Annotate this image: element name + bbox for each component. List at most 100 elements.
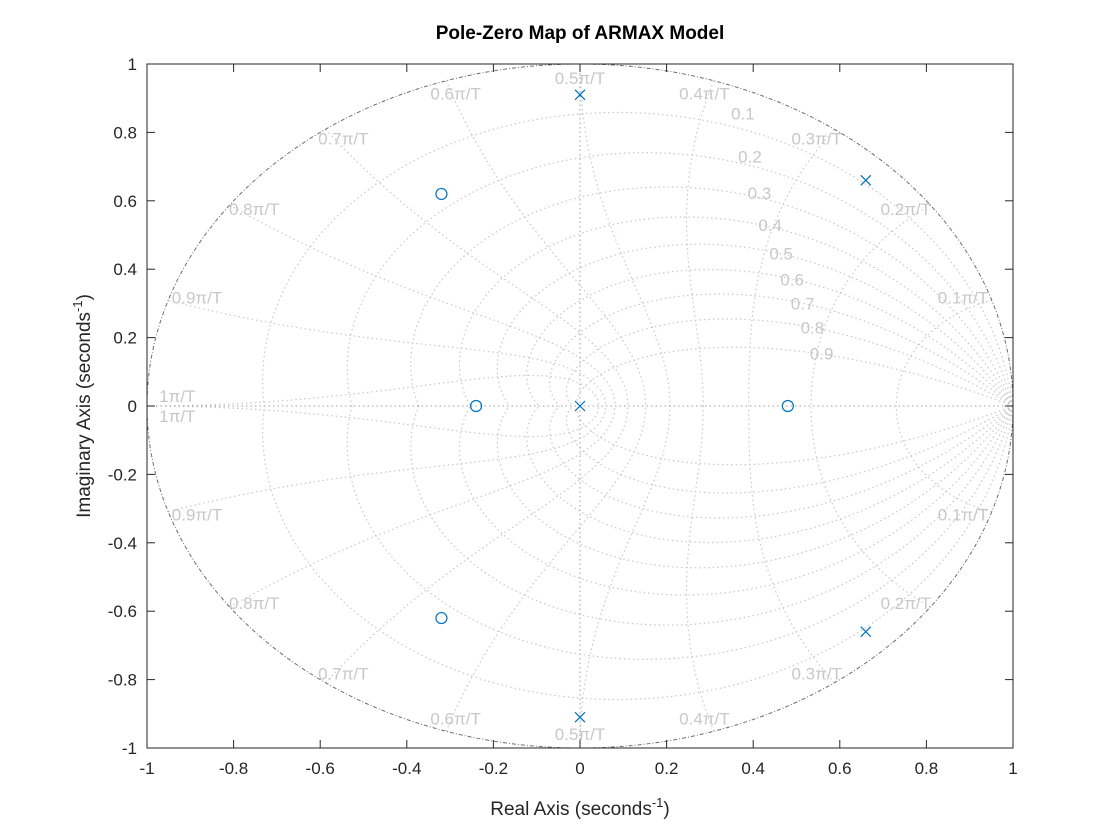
frequency-label-6-lower: 0.6π/T bbox=[430, 710, 480, 729]
frequency-curve-6-lower bbox=[445, 405, 647, 732]
x-tick-label-5: -0.2 bbox=[479, 759, 508, 778]
markers bbox=[435, 89, 872, 723]
x-tick-label-9: 0.6 bbox=[828, 759, 852, 778]
x-axis-title-sup: -1 bbox=[652, 795, 664, 810]
damping-curve-8-lower bbox=[565, 405, 1014, 494]
damping-label-4: 0.4 bbox=[758, 216, 782, 235]
y-tick-label-2: -0.8 bbox=[108, 671, 137, 690]
chart-title: Pole-Zero Map of ARMAX Model bbox=[436, 23, 725, 44]
damping-curve-9-lower bbox=[576, 405, 1014, 466]
damping-label-8: 0.8 bbox=[801, 318, 825, 337]
frequency-curve-6-upper bbox=[445, 80, 647, 407]
damping-label-3: 0.3 bbox=[748, 184, 772, 203]
damping-curve-3-lower bbox=[410, 405, 1014, 626]
frequency-curve-7-lower bbox=[325, 405, 629, 684]
damping-curve-2-lower bbox=[346, 405, 1014, 660]
frequency-label-4-upper: 0.4π/T bbox=[679, 85, 729, 104]
damping-curve-4-lower bbox=[458, 405, 1014, 596]
damping-curve-5-upper bbox=[496, 243, 1014, 407]
x-tick-label-3: -0.6 bbox=[306, 759, 335, 778]
x-tick-label-4: -0.4 bbox=[392, 759, 421, 778]
y-tick-label-5: -0.2 bbox=[108, 465, 137, 484]
frequency-curve-10-upper bbox=[146, 374, 600, 407]
y-tick-label-3: -0.6 bbox=[108, 602, 137, 621]
x-tick-label-11: 1 bbox=[1008, 759, 1017, 778]
frequency-label-9-lower: 0.9π/T bbox=[172, 505, 222, 524]
zero-marker-3 bbox=[781, 399, 794, 413]
zero-marker-2 bbox=[469, 399, 483, 413]
damping-label-1: 0.1 bbox=[731, 105, 755, 124]
pole-marker-2 bbox=[860, 174, 872, 186]
frequency-label-10-lower: 1π/T bbox=[159, 407, 195, 426]
x-axis-title-suffix: ) bbox=[663, 799, 669, 820]
y-tick-label-9: 0.6 bbox=[113, 192, 137, 211]
axes: -1 -0.8 -0.6 -0.4 -0.2 0 0.2 0.4 0.6 0.8 1 -1 -0.8 -0… bbox=[108, 55, 1018, 778]
y-axis-title-sup: -1 bbox=[70, 300, 85, 312]
frequency-label-4-lower: 0.4π/T bbox=[679, 710, 729, 729]
damping-curve-4-upper bbox=[458, 216, 1014, 407]
frequency-curve-7-upper bbox=[325, 128, 629, 407]
damping-label-6: 0.6 bbox=[780, 270, 804, 289]
y-tick-label-4: -0.4 bbox=[108, 534, 137, 553]
x-axis-title: Real Axis (seconds-1) bbox=[490, 795, 669, 820]
frequency-curve-8-upper bbox=[229, 204, 616, 407]
frequency-label-2-lower: 0.2π/T bbox=[881, 594, 931, 613]
frequency-curve-2-upper bbox=[810, 204, 931, 407]
damping-curve-8-upper bbox=[565, 318, 1014, 407]
frequency-label-7-upper: 0.7π/T bbox=[318, 130, 368, 149]
x-tick-label-6: 0 bbox=[575, 759, 584, 778]
frequency-label-1-upper: 0.1π/T bbox=[938, 289, 988, 308]
damping-label-9: 0.9 bbox=[810, 344, 834, 363]
frequency-label-1-lower: 0.1π/T bbox=[938, 505, 988, 524]
y-axis-title: Imaginary Axis (seconds-1) bbox=[70, 294, 95, 518]
frequency-label-5-upper: 0.5π/T bbox=[555, 69, 605, 88]
frequency-label-6-upper: 0.6π/T bbox=[430, 85, 480, 104]
frequency-label-2-upper: 0.2π/T bbox=[881, 200, 931, 219]
frequency-label-8-lower: 0.8π/T bbox=[229, 594, 279, 613]
pole-marker-5 bbox=[574, 711, 586, 723]
frequency-curve-8-lower bbox=[229, 405, 616, 608]
frequency-label-10-upper: 1π/T bbox=[159, 387, 195, 406]
x-tick-label-10: 0.8 bbox=[915, 759, 939, 778]
frequency-label-9-upper: 0.9π/T bbox=[172, 289, 222, 308]
frequency-curve-3-upper bbox=[748, 128, 835, 407]
frequency-curve-9-upper bbox=[168, 299, 607, 407]
y-tick-label-11: 1 bbox=[128, 55, 137, 74]
damping-curve-1-upper bbox=[262, 111, 1014, 407]
y-tick-label-10: 0.8 bbox=[113, 123, 137, 142]
zgrid-labels: 0.1 0.2 0.3 0.4 0.5 0.6 0.7 0.8 0.9 0.1π/T 0.1π/T 0… bbox=[159, 69, 988, 744]
damping-curve-9-upper bbox=[576, 346, 1014, 407]
damping-curve-3-upper bbox=[410, 186, 1014, 407]
zero-marker-1 bbox=[435, 187, 448, 201]
damping-curve-5-lower bbox=[496, 405, 1014, 569]
damping-curve-2-upper bbox=[346, 152, 1014, 407]
y-axis-title-suffix: ) bbox=[74, 294, 95, 300]
x-tick-label-7: 0.2 bbox=[655, 759, 679, 778]
frequency-curve-3-lower bbox=[748, 405, 835, 684]
frequency-curve-5-upper bbox=[579, 63, 671, 407]
frequency-label-8-upper: 0.8π/T bbox=[229, 200, 279, 219]
frequency-curve-4-lower bbox=[685, 405, 715, 732]
frequency-curve-10-lower bbox=[146, 405, 600, 438]
x-tick-label-2: -0.8 bbox=[219, 759, 248, 778]
zero-marker-4 bbox=[435, 611, 448, 625]
damping-label-5: 0.5 bbox=[769, 245, 793, 264]
y-tick-label-8: 0.4 bbox=[113, 260, 137, 279]
pole-marker-4 bbox=[860, 626, 872, 638]
frequency-curve-2-lower bbox=[810, 405, 931, 608]
x-axis-title-text: Real Axis (seconds bbox=[490, 799, 652, 820]
y-tick-label-6: 0 bbox=[128, 397, 137, 416]
frequency-label-3-lower: 0.3π/T bbox=[791, 664, 841, 683]
frequency-curve-4-upper bbox=[685, 80, 715, 407]
frequency-label-5-lower: 0.5π/T bbox=[555, 725, 605, 744]
y-tick-label-7: 0.2 bbox=[113, 329, 137, 348]
damping-curve-7-lower bbox=[548, 405, 1014, 519]
x-tick-label-8: 0.4 bbox=[741, 759, 765, 778]
damping-curve-7-upper bbox=[548, 293, 1014, 407]
y-tick-label-1: -1 bbox=[122, 739, 137, 758]
damping-label-7: 0.7 bbox=[791, 294, 815, 313]
damping-curve-1-lower bbox=[262, 405, 1014, 701]
x-tick-label-1: -1 bbox=[139, 759, 154, 778]
